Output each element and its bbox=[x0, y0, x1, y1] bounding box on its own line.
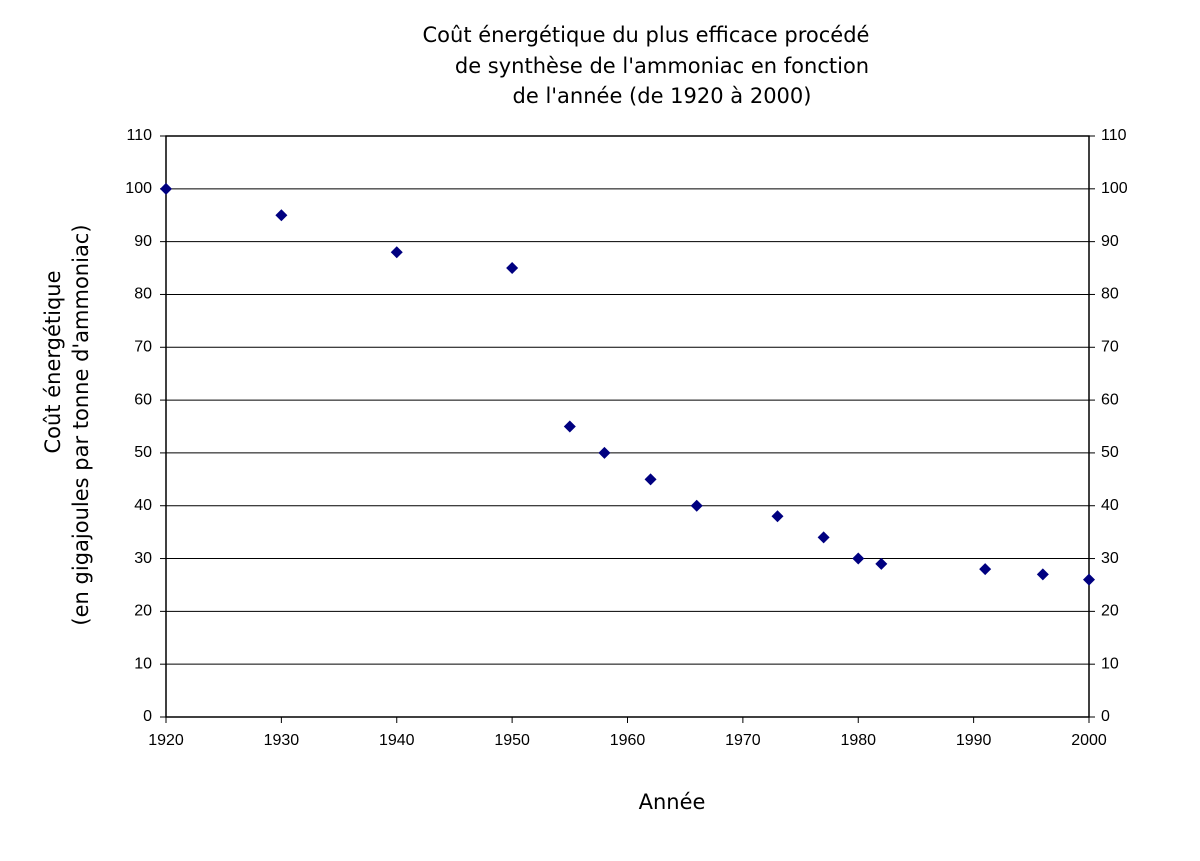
y2-tick-label: 40 bbox=[1101, 497, 1119, 514]
y-axis-label: (en gigajoules par tonne d'ammoniac) bbox=[69, 224, 93, 625]
point bbox=[875, 557, 888, 570]
point bbox=[852, 552, 865, 565]
point bbox=[979, 563, 992, 576]
point bbox=[644, 473, 657, 486]
y-tick-label: 50 bbox=[134, 444, 152, 461]
point bbox=[690, 499, 703, 512]
y2-tick-label: 30 bbox=[1101, 550, 1119, 567]
point bbox=[817, 531, 830, 544]
y2-tick-label: 50 bbox=[1101, 444, 1119, 461]
y2-tick-label: 20 bbox=[1101, 603, 1119, 620]
y2-tick-label: 60 bbox=[1101, 391, 1119, 408]
y2-tick-label: 70 bbox=[1101, 338, 1119, 355]
y2-tick-label: 0 bbox=[1101, 708, 1110, 725]
y-tick-label: 60 bbox=[134, 391, 152, 408]
x-tick-label: 1930 bbox=[264, 732, 300, 749]
x-tick-label: 1990 bbox=[956, 732, 992, 749]
x-tick-label: 1920 bbox=[148, 732, 184, 749]
y-tick-label: 40 bbox=[134, 497, 152, 514]
point bbox=[771, 510, 784, 523]
y-tick-label: 110 bbox=[126, 127, 152, 144]
y-tick-label: 20 bbox=[134, 603, 152, 620]
chart-title: de synthèse de l'ammoniac en fonction bbox=[455, 54, 869, 78]
y2-tick-label: 110 bbox=[1101, 127, 1127, 144]
x-axis-label: Année bbox=[639, 790, 706, 814]
point bbox=[563, 420, 576, 433]
y2-tick-label: 80 bbox=[1101, 286, 1119, 303]
point bbox=[160, 182, 172, 195]
y-tick-label: 80 bbox=[134, 286, 152, 303]
y-tick-label: 100 bbox=[125, 180, 152, 197]
x-tick-label: 1940 bbox=[379, 732, 415, 749]
point bbox=[598, 446, 611, 459]
point bbox=[1083, 573, 1095, 586]
point bbox=[1036, 568, 1049, 581]
chart-title: Coût énergétique du plus efficace procéd… bbox=[423, 23, 870, 47]
y-axis-label: Coût énergétique bbox=[41, 270, 65, 453]
y-tick-label: 10 bbox=[134, 655, 152, 672]
y2-tick-label: 10 bbox=[1101, 655, 1119, 672]
y-tick-label: 0 bbox=[143, 708, 152, 725]
plot-frame bbox=[165, 135, 1090, 718]
x-tick-label: 1960 bbox=[610, 732, 646, 749]
x-tick-label: 1970 bbox=[725, 732, 761, 749]
point bbox=[275, 209, 288, 222]
x-tick-label: 2000 bbox=[1071, 732, 1107, 749]
x-tick-label: 1950 bbox=[494, 732, 530, 749]
point bbox=[506, 262, 519, 275]
y-tick-label: 70 bbox=[134, 338, 152, 355]
y2-tick-label: 100 bbox=[1101, 180, 1128, 197]
point bbox=[390, 246, 403, 259]
y2-tick-label: 90 bbox=[1101, 233, 1119, 250]
x-tick-label: 1980 bbox=[840, 732, 876, 749]
y-tick-label: 30 bbox=[134, 550, 152, 567]
y-tick-label: 90 bbox=[134, 233, 152, 250]
chart-title: de l'année (de 1920 à 2000) bbox=[513, 84, 812, 108]
